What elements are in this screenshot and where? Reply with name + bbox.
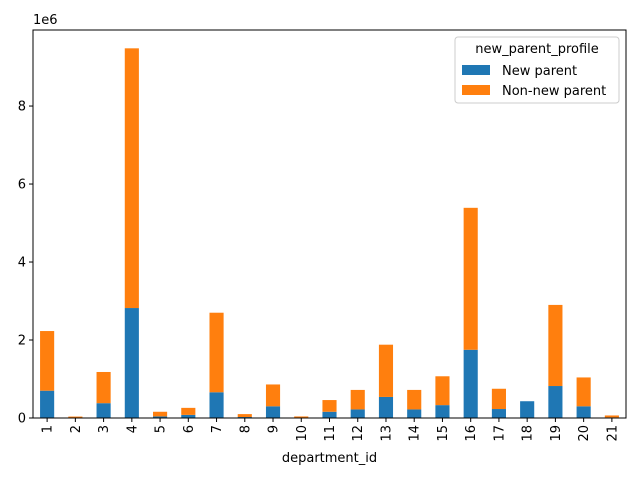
bar-non-new-parent-14 [407, 389, 422, 410]
bar-non-new-parent-13 [378, 344, 394, 397]
bar-new-parent-1 [40, 390, 55, 418]
x-tick-label: 16 [464, 425, 479, 442]
bar-non-new-parent-16 [463, 207, 478, 350]
bar-new-parent-17 [491, 409, 506, 418]
x-tick-label: 14 [408, 425, 423, 442]
bar-new-parent-11 [322, 411, 337, 418]
legend: new_parent_profile New parent Non-new par… [454, 36, 620, 104]
bar-non-new-parent-10 [294, 416, 309, 418]
x-tick-label: 2 [69, 425, 84, 433]
bar-new-parent-15 [435, 405, 450, 418]
x-tick-label: 5 [154, 425, 169, 433]
bar-non-new-parent-21 [604, 415, 619, 418]
y-offset-text: 1e6 [33, 13, 58, 28]
bar-non-new-parent-5 [153, 411, 168, 417]
y-tick-label: 2 [18, 334, 26, 349]
y-tick-label: 0 [18, 412, 26, 427]
x-tick-label: 10 [295, 425, 310, 442]
y-tick-label: 8 [18, 100, 26, 115]
bar-non-new-parent-8 [237, 414, 252, 418]
bar-new-parent-18 [520, 401, 535, 418]
x-tick-label: 12 [351, 425, 366, 442]
bar-non-new-parent-12 [350, 389, 365, 410]
y-tick-label: 6 [18, 178, 26, 193]
y-axis: 0 2 4 6 8 [18, 100, 33, 427]
bar-non-new-parent-15 [435, 376, 450, 406]
bar-new-parent-3 [96, 403, 111, 418]
x-tick-label: 4 [125, 425, 140, 433]
bar-non-new-parent-17 [491, 388, 506, 410]
x-tick-label: 6 [182, 425, 197, 433]
x-tick-label: 13 [379, 425, 394, 442]
bar-non-new-parent-19 [548, 304, 563, 387]
bar-new-parent-12 [350, 409, 365, 418]
bar-new-parent-16 [463, 349, 478, 418]
x-tick-label: 19 [549, 425, 564, 442]
bar-new-parent-5 [153, 416, 168, 418]
bar-new-parent-7 [209, 392, 224, 418]
x-axis: 1 2 3 4 5 6 7 8 9 10 11 12 13 14 15 16 17 18 19 20 21 [41, 418, 620, 442]
bar-non-new-parent-7 [209, 312, 224, 393]
bars-group [40, 48, 619, 418]
bar-non-new-parent-4 [124, 48, 139, 309]
legend-swatch [462, 65, 490, 75]
bar-non-new-parent-9 [265, 384, 281, 407]
bar-non-new-parent-11 [322, 400, 337, 412]
bar-new-parent-4 [124, 308, 139, 418]
x-tick-label: 17 [492, 425, 507, 442]
x-tick-label: 1 [41, 425, 56, 433]
x-tick-label: 7 [210, 425, 225, 433]
x-tick-label: 9 [267, 425, 282, 433]
legend-title: new_parent_profile [475, 42, 599, 57]
x-tick-label: 3 [97, 425, 112, 433]
bar-non-new-parent-6 [181, 407, 196, 415]
x-tick-label: 8 [238, 425, 253, 433]
bar-new-parent-20 [576, 406, 591, 418]
legend-box [454, 36, 620, 104]
bar-new-parent-13 [378, 396, 394, 418]
bar-new-parent-14 [407, 409, 422, 418]
y-tick-label: 4 [18, 256, 26, 271]
x-tick-label: 21 [605, 425, 620, 442]
x-tick-label: 11 [323, 425, 338, 442]
legend-label: New parent [502, 64, 577, 79]
x-axis-label: department_id [282, 451, 377, 466]
legend-items: New parent Non-new parent [462, 64, 606, 99]
bar-new-parent-9 [265, 406, 281, 418]
bar-non-new-parent-2 [68, 416, 83, 418]
bar-non-new-parent-1 [40, 331, 55, 391]
legend-swatch [462, 85, 490, 95]
x-tick-label: 18 [521, 425, 536, 442]
bar-new-parent-19 [548, 386, 563, 418]
x-tick-label: 15 [436, 425, 451, 442]
bar-new-parent-6 [181, 414, 196, 418]
bar-non-new-parent-3 [96, 371, 111, 404]
x-tick-label: 20 [577, 425, 592, 442]
bar-non-new-parent-20 [576, 377, 591, 407]
legend-label: Non-new parent [502, 84, 606, 99]
